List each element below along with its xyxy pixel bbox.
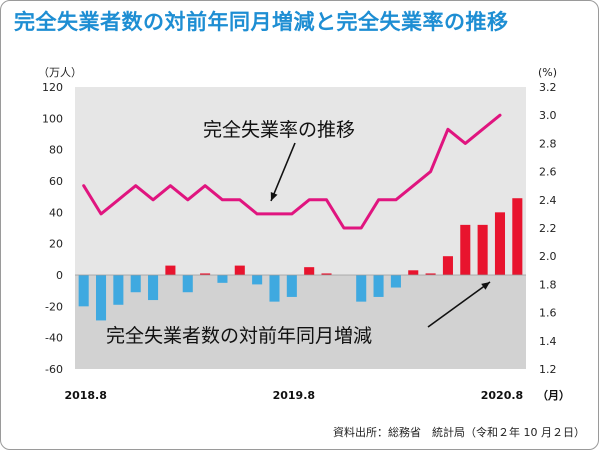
bar [130,275,141,293]
bar [95,275,107,321]
right-tick-label: 1.2 [539,363,557,376]
right-tick-label: 3.2 [539,81,557,94]
left-axis-ticks: 120 100 80 60 40 20 0 -20 -40 -60 [42,81,63,376]
rate-line [82,113,502,230]
bar-annotation: 完全失業者数の対前年同月増減 [106,325,372,347]
bar-annotation-arrow [427,281,491,328]
line-annotation: 完全失業率の推移 [203,119,355,141]
right-axis-ticks: 3.2 3.0 2.8 2.6 2.4 2.2 2.0 1.8 1.6 1.4 1.2 [539,81,557,376]
x-tick-label: 2020.8 [481,389,523,402]
left-tick-label: -40 [45,332,63,345]
bar [165,265,176,275]
chart-title: 完全失業者数の対前年同月増減と完全失業率の推移 [14,10,509,34]
left-tick-label: 120 [42,81,63,94]
right-tick-label: 2.4 [539,194,557,207]
bar [148,275,159,301]
bar [78,275,89,307]
plot-area-lower [75,275,526,369]
bar [442,256,453,275]
bar-series [78,198,523,321]
right-tick-label: 1.4 [539,335,557,348]
right-tick-label: 2.2 [539,222,557,235]
bar [113,275,124,305]
bar [286,275,297,297]
left-tick-label: 40 [49,206,63,219]
right-tick-label: 1.8 [539,278,557,291]
x-axis-ticks: 2018.8 2019.8 2020.8 [64,389,523,402]
bar [182,275,193,293]
x-tick-label: 2019.8 [273,389,315,402]
right-tick-label: 2.0 [539,250,557,263]
bar [304,267,315,275]
left-tick-label: -60 [45,363,63,376]
bar [321,273,332,275]
bar [356,275,367,302]
x-tick-label: 2018.8 [64,389,106,402]
bar [477,224,488,275]
right-tick-label: 2.6 [539,166,557,179]
bar [373,275,384,297]
bar [390,275,401,288]
x-axis-unit: （月） [537,389,570,402]
left-tick-label: 60 [49,175,63,188]
source-note: 資料出所：総務省 統計局（令和２年 10 月２日） [333,426,585,439]
bar [252,275,263,285]
left-tick-label: 100 [42,112,63,125]
bar [494,212,506,275]
left-axis-unit: （万人） [38,66,82,79]
bar [512,198,523,275]
right-tick-label: 2.8 [539,137,557,150]
right-axis-unit: (%) [538,66,557,79]
bar [200,273,211,275]
bar [425,273,436,275]
right-tick-label: 3.0 [539,109,557,122]
left-tick-label: 80 [49,144,63,157]
left-tick-label: -20 [45,300,63,313]
bar [269,275,280,302]
plot-area-upper [75,87,526,275]
left-tick-label: 20 [49,238,63,251]
bar [234,265,245,275]
bar [460,224,471,275]
bar [217,275,228,283]
right-tick-label: 1.6 [539,307,557,320]
left-tick-label: 0 [56,269,63,282]
bar [408,270,419,275]
line-annotation-arrow [270,142,296,202]
